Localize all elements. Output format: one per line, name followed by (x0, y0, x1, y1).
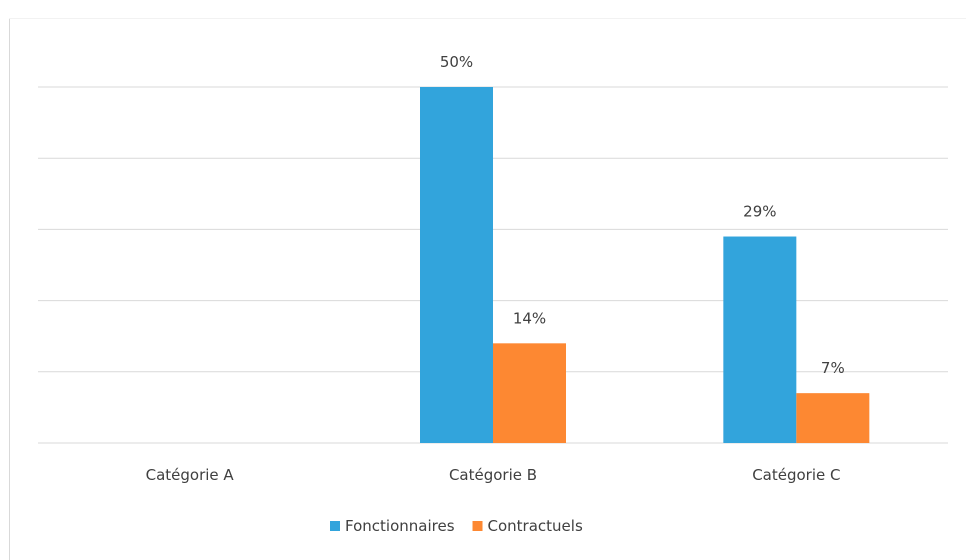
legend-label: Contractuels (488, 517, 583, 535)
data-label: 14% (513, 309, 546, 327)
legend-label: Fonctionnaires (345, 517, 455, 535)
legend-swatch (472, 521, 483, 531)
data-label: 50% (440, 53, 473, 71)
bar-contractuels-2 (796, 393, 870, 443)
legend-item-contractuels[interactable]: Contractuels (472, 517, 583, 535)
data-labels: 50% 14% 29% 7% (440, 53, 845, 377)
x-tick-label: Catégorie B (449, 466, 537, 484)
x-tick-label: Catégorie C (752, 466, 840, 484)
bars (420, 87, 870, 443)
data-label: 7% (821, 359, 845, 377)
chart-frame-top-border (9, 18, 966, 19)
legend-swatch (330, 521, 340, 531)
legend[interactable]: Fonctionnaires Contractuels (330, 517, 583, 535)
category-labels: Catégorie A Catégorie B Catégorie C (146, 466, 841, 484)
chart-frame-left-border (9, 18, 10, 560)
bar-fonctionnaires-2 (723, 236, 797, 443)
x-tick-label: Catégorie A (146, 466, 235, 484)
legend-item-fonctionnaires[interactable]: Fonctionnaires (330, 517, 455, 535)
bar-contractuels-1 (493, 343, 566, 443)
data-label: 29% (743, 203, 776, 221)
bar-fonctionnaires-1 (420, 87, 493, 443)
